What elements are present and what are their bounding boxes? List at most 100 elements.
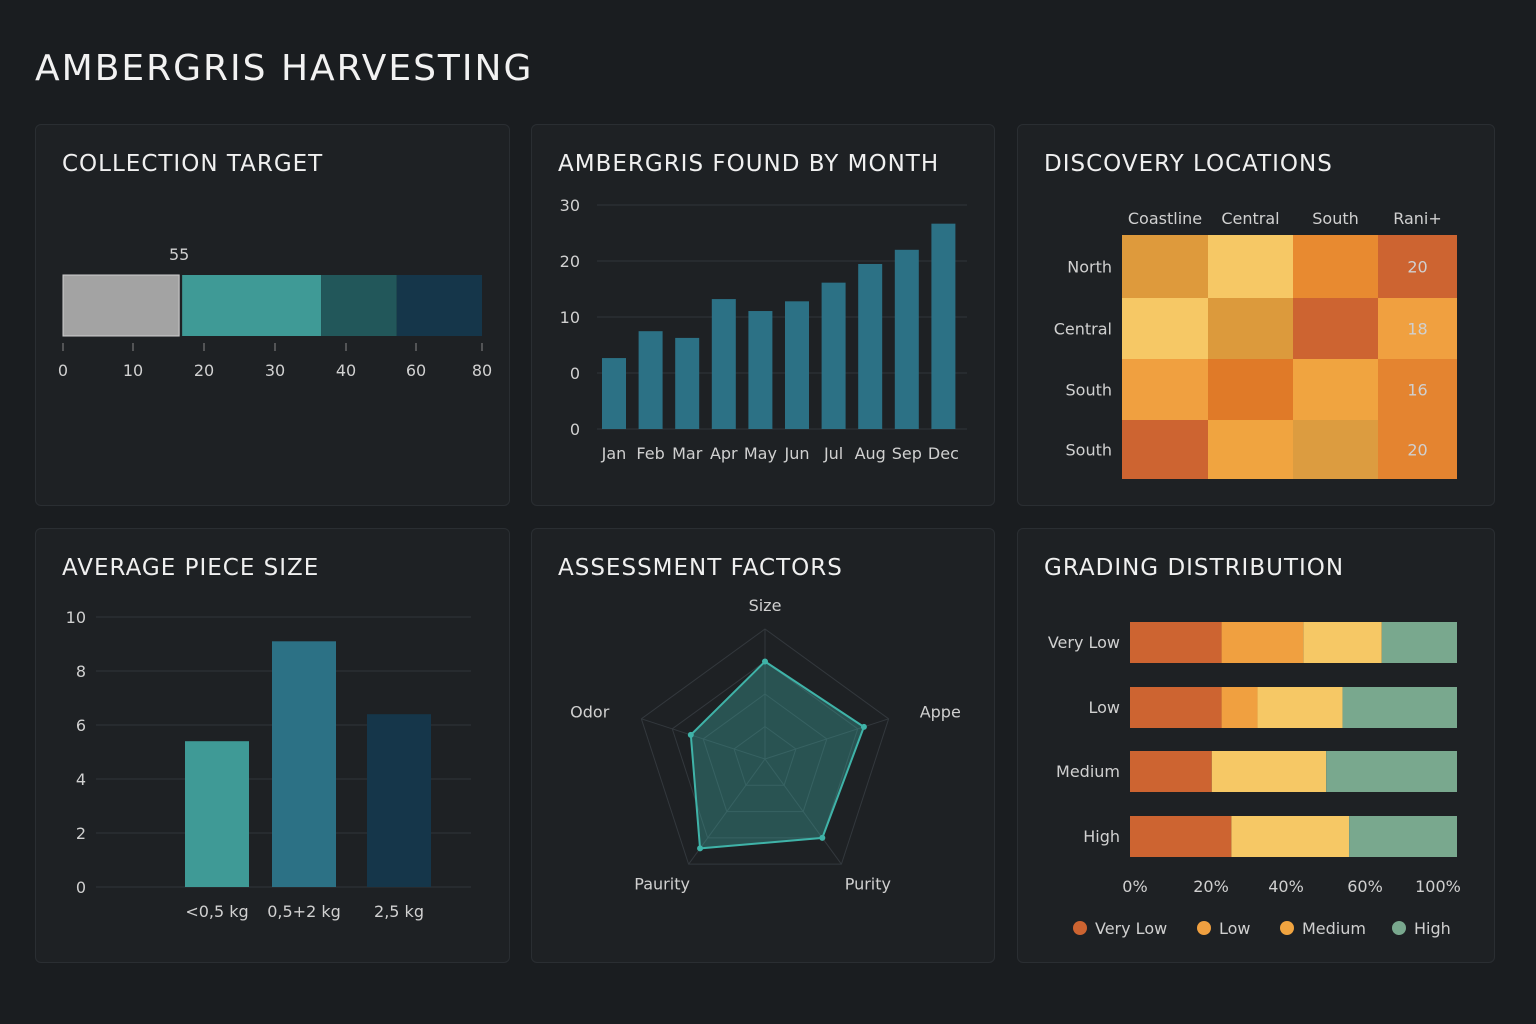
piece-size-chart: 0 2 4 6 8 10 <0,5 kg 0,5+2 kg 2,5 kg [66,608,471,921]
heatmap-cell [1293,298,1378,359]
heatmap-cell [1122,420,1208,479]
x-tick-label: May [744,444,777,463]
heatmap-cell [1208,359,1293,420]
heatmap-cell [1378,359,1457,420]
x-tick-label: 0 [58,361,68,380]
bar [272,641,336,887]
heatmap-cell [1208,298,1293,359]
column-label: Coastline [1128,209,1202,228]
x-tick-label: 20 [194,361,214,380]
legend-dot [1073,921,1087,935]
y-tick-label: 0 [570,420,580,439]
y-tick-label: 0 [76,878,86,897]
x-tick-label: Sep [892,444,922,463]
segment-high [1349,816,1457,857]
piece-size-panel: AVERAGE PIECE SIZE 0 2 4 6 8 10 <0,5 kg 0,5+2 k… [35,528,510,963]
locations-heatmap: Coastline Central South Rani+ North 20 Central… [1054,209,1457,479]
factors-radar: Size Appe Purity Paurity Odor [570,596,961,894]
radar-point [819,834,826,841]
axis-label: Appe [920,702,961,721]
collection-target-chart: 55 0 10 20 30 40 60 80 [58,245,492,380]
target-segment [396,275,482,336]
row-label: North [1067,258,1112,277]
y-tick-label: 30 [560,196,580,215]
column-label: Rani+ [1393,209,1442,228]
segment-low [1221,687,1258,728]
row-label: South [1066,441,1113,460]
segment-very-low [1130,751,1212,792]
heatmap-cell [1122,359,1208,420]
grading-chart: Very Low Low Medium High 0% 20% 40% 60% 100% Very… [1048,622,1461,938]
row-label: High [1083,827,1120,846]
axis-label: Size [749,596,782,615]
legend-dot [1392,921,1406,935]
segment-very-low [1130,622,1222,663]
segment-very-low [1130,816,1232,857]
legend-label: Low [1219,919,1251,938]
target-segment [62,274,180,337]
x-tick-label: 10 [123,361,143,380]
segment-medium [1257,687,1343,728]
radar-area [689,660,866,850]
radar-grid [733,725,797,786]
heatmap-cell [1378,235,1457,298]
y-tick-label: 0 [570,364,580,383]
x-tick-label: 20% [1193,877,1229,896]
legend-label: Medium [1302,919,1366,938]
factors-panel: ASSESSMENT FACTORS Size Appe Purity Paurity… [531,528,995,963]
heatmap-cell [1293,420,1378,479]
segment-high [1381,622,1457,663]
bar-jul [821,282,846,429]
cell-value: 20 [1407,441,1427,460]
bar-jan [602,358,626,429]
cell-value: 20 [1407,258,1427,277]
legend-dot [1197,921,1211,935]
axis-label: Purity [845,875,891,894]
y-tick-label: 8 [76,662,86,681]
locations-panel: DISCOVERY LOCATIONS Coastline Central Sout… [1017,124,1495,506]
cell-value: 16 [1407,381,1427,400]
legend-label: High [1414,919,1451,938]
x-tick-label: Jan [601,444,627,463]
bar-sep [894,249,919,429]
radar-grid [702,693,828,813]
bar-jun [785,301,809,429]
radar-point [697,845,704,852]
collection-target-panel: COLLECTION TARGET 55 0 10 20 30 40 60 80 [35,124,510,506]
x-tick-label: 60 [406,361,426,380]
x-tick-label: 0% [1122,877,1147,896]
radar-point [762,658,768,665]
y-tick-label: 4 [76,770,86,789]
segment-medium [1231,816,1350,857]
column-label: South [1312,209,1359,228]
segment-medium [1211,751,1327,792]
radar-grid [640,628,890,865]
radar-axis [641,718,766,760]
radar-axis [764,758,842,865]
heatmap-cell [1208,235,1293,298]
x-tick-label: Dec [928,444,959,463]
x-tick-label: 60% [1347,877,1383,896]
x-tick-label: 30 [265,361,285,380]
bar-aug [858,263,883,429]
panel-title: ASSESSMENT FACTORS [558,555,843,581]
x-tick-label: <0,5 kg [185,902,248,921]
bar-dec [931,223,956,429]
segment-medium [1303,622,1382,663]
bar-apr [711,299,736,429]
legend-dot [1280,921,1294,935]
panel-title: AMBERGRIS FOUND BY MONTH [558,151,940,177]
heatmap-cell [1378,420,1457,479]
heatmap-cell [1293,359,1378,420]
row-label: Central [1054,320,1112,339]
axis-label: Odor [570,702,610,721]
bar [367,714,431,887]
segment-high [1326,751,1457,792]
y-tick-label: 6 [76,716,86,735]
segment-high [1342,687,1457,728]
radar-point [687,731,694,738]
row-label: Medium [1056,762,1120,781]
y-tick-label: 2 [76,824,86,843]
target-value-label: 55 [169,245,189,264]
axis-label: Paurity [634,875,690,894]
